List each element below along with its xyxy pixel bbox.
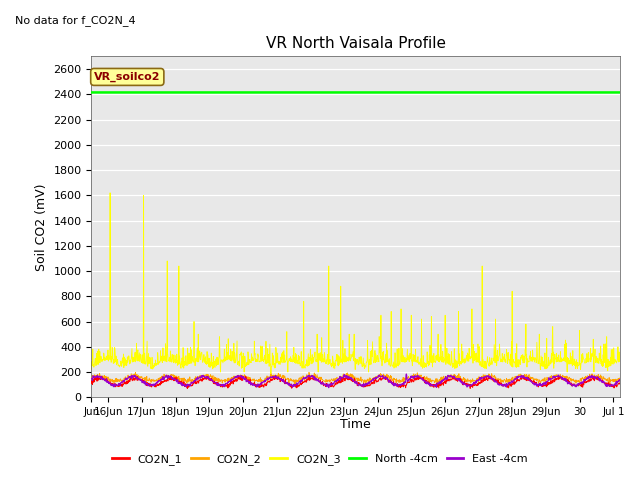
Text: VR_soilco2: VR_soilco2: [94, 72, 161, 82]
Text: No data for f_CO2N_4: No data for f_CO2N_4: [15, 15, 136, 26]
X-axis label: Time: Time: [340, 419, 371, 432]
Title: VR North Vaisala Profile: VR North Vaisala Profile: [266, 36, 445, 51]
Y-axis label: Soil CO2 (mV): Soil CO2 (mV): [35, 183, 48, 271]
Legend: CO2N_1, CO2N_2, CO2N_3, North -4cm, East -4cm: CO2N_1, CO2N_2, CO2N_3, North -4cm, East…: [108, 450, 532, 469]
